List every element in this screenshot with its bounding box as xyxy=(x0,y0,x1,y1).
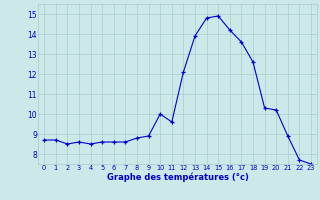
X-axis label: Graphe des températures (°c): Graphe des températures (°c) xyxy=(107,172,249,182)
